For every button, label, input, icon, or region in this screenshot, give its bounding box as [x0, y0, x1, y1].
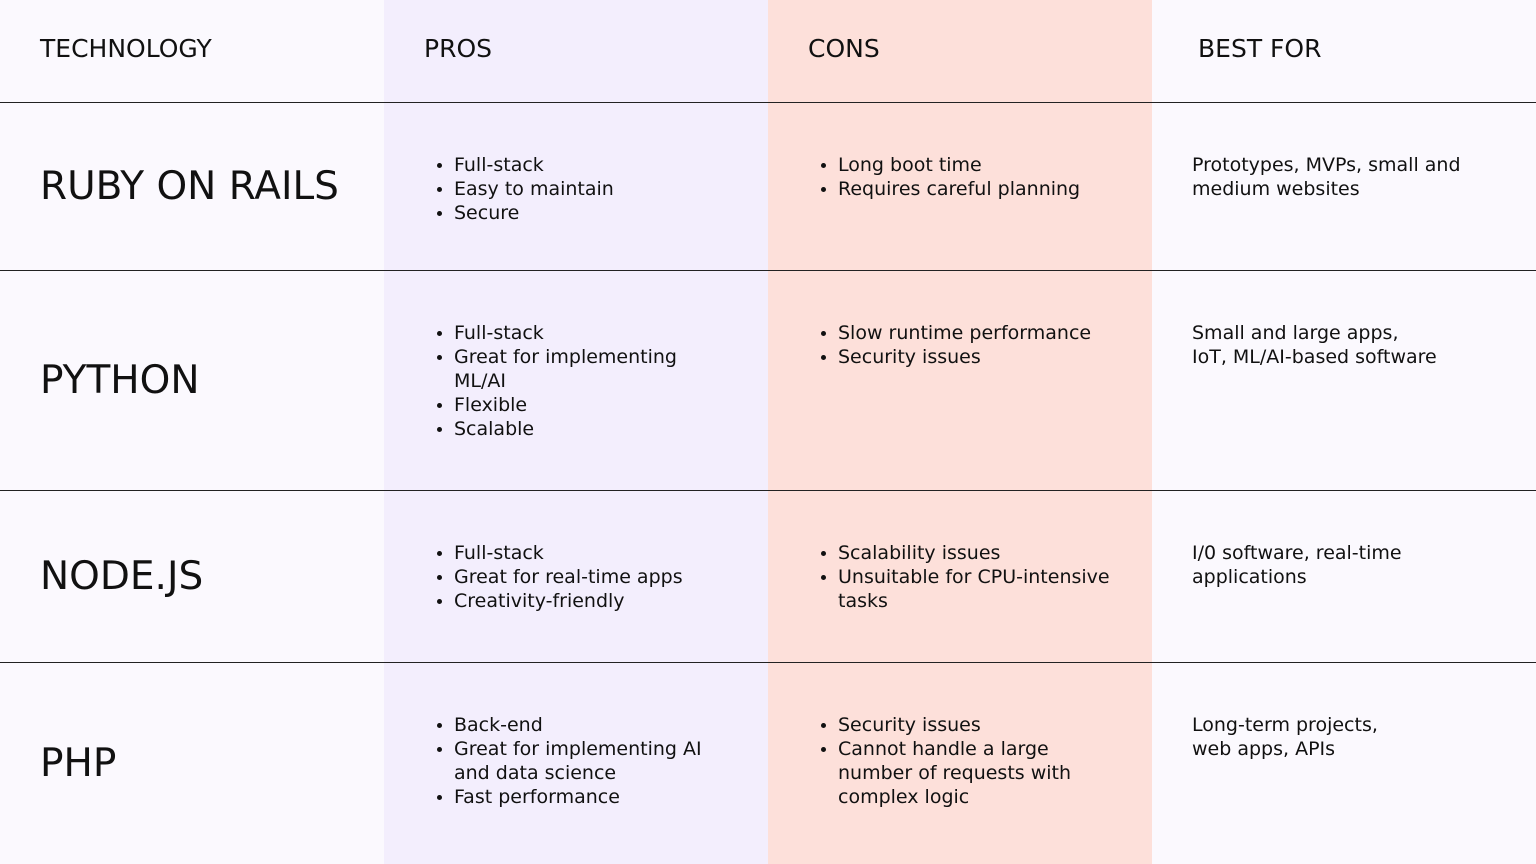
best-for-cell: Long-term projects, web apps, APIs: [1152, 663, 1536, 864]
pro-item: Great for implementing AI and data scien…: [454, 737, 728, 785]
cons-list: Slow runtime performanceSecurity issues: [768, 271, 1152, 369]
pro-item: Flexible: [454, 393, 728, 417]
pro-item: Easy to maintain: [454, 177, 728, 201]
technology-cell: RUBY ON RAILS: [0, 103, 384, 271]
con-item: Unsuitable for CPU-intensive tasks: [838, 565, 1112, 613]
cons-cell: Slow runtime performanceSecurity issues: [768, 271, 1152, 491]
best-for-cell: I/0 software, real-time applications: [1152, 491, 1536, 663]
header-cell: PROS: [384, 0, 768, 103]
pro-item: Great for implementing ML/AI: [454, 345, 728, 393]
pro-item: Fast performance: [454, 785, 728, 809]
pros-list: Full-stackEasy to maintainSecure: [384, 103, 768, 225]
pro-item: Back-end: [454, 713, 728, 737]
pro-item: Creativity-friendly: [454, 589, 728, 613]
cons-list: Scalability issuesUnsuitable for CPU-int…: [768, 491, 1152, 613]
pros-cell: Full-stackEasy to maintainSecure: [384, 103, 768, 271]
best-for-cell: Prototypes, MVPs, small and medium websi…: [1152, 103, 1536, 271]
pros-cell: Full-stackGreat for real-time appsCreati…: [384, 491, 768, 663]
cons-list: Long boot timeRequires careful planning: [768, 103, 1152, 201]
pro-item: Great for real-time apps: [454, 565, 728, 589]
con-item: Requires careful planning: [838, 177, 1112, 201]
pros-cell: Full-stackGreat for implementing ML/AIFl…: [384, 271, 768, 491]
con-item: Scalability issues: [838, 541, 1112, 565]
cons-cell: Scalability issuesUnsuitable for CPU-int…: [768, 491, 1152, 663]
con-item: Security issues: [838, 713, 1112, 737]
pro-item: Full-stack: [454, 153, 728, 177]
pros-cell: Back-endGreat for implementing AI and da…: [384, 663, 768, 864]
technology-cell: NODE.JS: [0, 491, 384, 663]
con-item: Cannot handle a large number of requests…: [838, 737, 1112, 809]
header-cell: CONS: [768, 0, 1152, 103]
pros-list: Back-endGreat for implementing AI and da…: [384, 663, 768, 809]
con-item: Slow runtime performance: [838, 321, 1112, 345]
technology-cell: PYTHON: [0, 271, 384, 491]
cons-cell: Security issuesCannot handle a large num…: [768, 663, 1152, 864]
pro-item: Secure: [454, 201, 728, 225]
con-item: Security issues: [838, 345, 1112, 369]
pro-item: Full-stack: [454, 321, 728, 345]
pros-list: Full-stackGreat for implementing ML/AIFl…: [384, 271, 768, 441]
con-item: Long boot time: [838, 153, 1112, 177]
header-cell: TECHNOLOGY: [0, 0, 384, 103]
cons-cell: Long boot timeRequires careful planning: [768, 103, 1152, 271]
best-for-cell: Small and large apps, IoT, ML/AI-based s…: [1152, 271, 1536, 491]
technology-cell: PHP: [0, 663, 384, 864]
pro-item: Scalable: [454, 417, 728, 441]
pro-item: Full-stack: [454, 541, 728, 565]
header-cell: BEST FOR: [1152, 0, 1536, 103]
cons-list: Security issuesCannot handle a large num…: [768, 663, 1152, 809]
pros-list: Full-stackGreat for real-time appsCreati…: [384, 491, 768, 613]
